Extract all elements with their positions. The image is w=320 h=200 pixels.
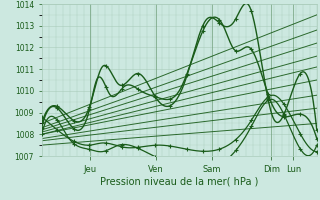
X-axis label: Pression niveau de la mer( hPa ): Pression niveau de la mer( hPa ) — [100, 177, 258, 187]
